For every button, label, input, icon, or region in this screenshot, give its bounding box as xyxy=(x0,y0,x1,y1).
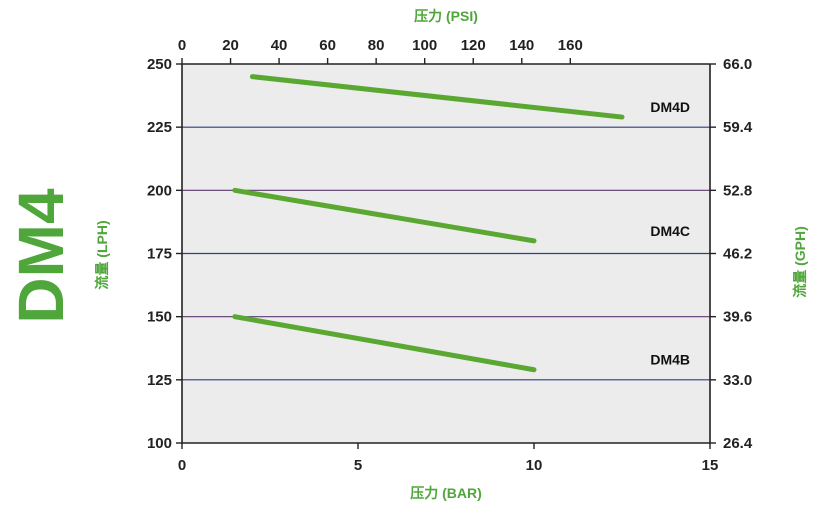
y-lph-tick-label-225: 225 xyxy=(147,119,172,136)
x-bar-tick-label-0: 0 xyxy=(178,457,186,474)
x-psi-tick-label-60: 60 xyxy=(319,37,336,54)
y-gph-tick-label-2: 39.6 xyxy=(723,309,752,326)
x-psi-tick-label-80: 80 xyxy=(368,37,385,54)
y-gph-tick-label-0: 26.4 xyxy=(723,435,753,452)
y-lph-tick-label-150: 150 xyxy=(147,309,172,326)
y-lph-tick-label-200: 200 xyxy=(147,182,172,199)
y-gph-tick-label-4: 52.8 xyxy=(723,182,752,199)
y-lph-tick-label-125: 125 xyxy=(147,372,172,389)
y-lph-tick-label-100: 100 xyxy=(147,435,172,452)
y-gph-tick-label-6: 66.0 xyxy=(723,56,752,73)
series-label-dm4c: DM4C xyxy=(650,223,690,239)
x-psi-tick-label-0: 0 xyxy=(178,37,186,54)
chart-title: DM4 xyxy=(5,188,77,324)
x-psi-tick-label-20: 20 xyxy=(222,37,239,54)
y-gph-tick-label-5: 59.4 xyxy=(723,119,753,136)
y-lph-tick-label-250: 250 xyxy=(147,56,172,73)
y-lph-tick-label-175: 175 xyxy=(147,246,172,263)
y-gph-axis-title: 流量 (GPH) xyxy=(792,226,808,298)
series-line-dm4d xyxy=(249,74,625,120)
x-psi-tick-label-120: 120 xyxy=(461,37,486,54)
x-bar-axis-title: 压力 (BAR) xyxy=(410,485,482,501)
x-bar-tick-label-15: 15 xyxy=(702,457,719,474)
y-gph-tick-label-3: 46.2 xyxy=(723,246,752,263)
x-psi-tick-label-100: 100 xyxy=(412,37,437,54)
y-gph-tick-label-1: 33.0 xyxy=(723,372,752,389)
x-psi-tick-label-160: 160 xyxy=(558,37,583,54)
series-label-dm4b: DM4B xyxy=(650,352,690,368)
x-bar-tick-label-5: 5 xyxy=(354,457,362,474)
x-psi-tick-label-40: 40 xyxy=(271,37,288,54)
y-lph-axis-title: 流量 (LPH) xyxy=(94,220,110,289)
series-line-dm4b xyxy=(232,314,537,373)
series-label-dm4d: DM4D xyxy=(650,99,690,115)
x-psi-tick-label-140: 140 xyxy=(509,37,534,54)
x-psi-axis-title: 压力 (PSI) xyxy=(414,8,478,24)
x-bar-tick-label-10: 10 xyxy=(526,457,543,474)
series-line-dm4c xyxy=(232,187,537,244)
